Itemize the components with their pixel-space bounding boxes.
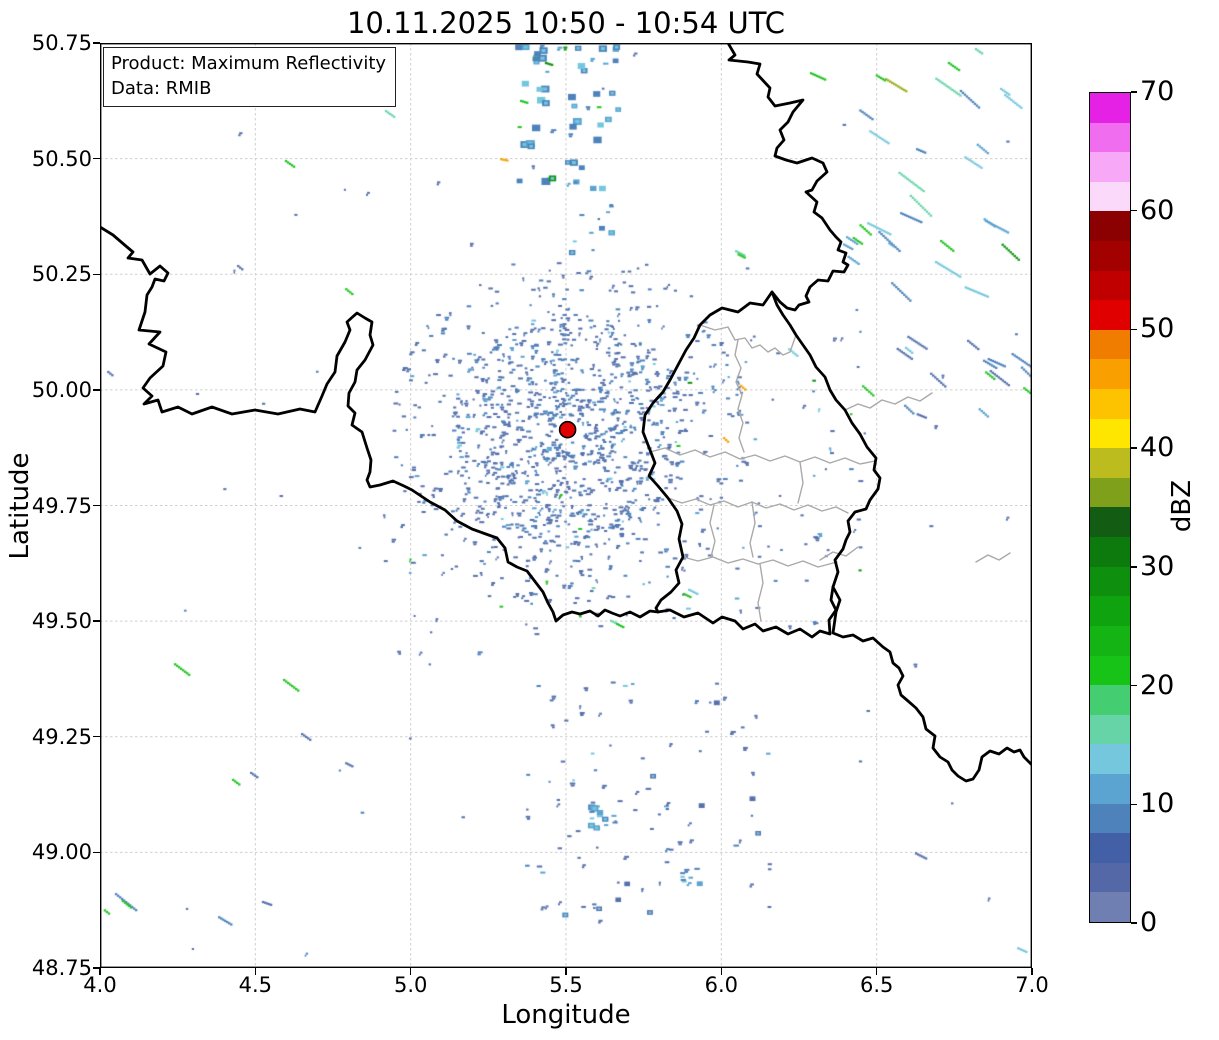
y-tick-mark	[93, 851, 100, 854]
district-borders	[649, 324, 1011, 622]
colorbar-tick-mark	[1131, 328, 1137, 331]
colorbar-segment	[1090, 773, 1130, 804]
colorbar-segment	[1090, 359, 1130, 390]
product-info-box: Product: Maximum Reflectivity Data: RMIB	[103, 47, 397, 107]
country-borders	[100, 43, 1032, 783]
x-tick-label: 6.5	[859, 973, 894, 997]
colorbar-tick-mark	[1131, 803, 1137, 805]
y-tick-label: 50.25	[31, 262, 92, 287]
x-tick-mark	[1031, 968, 1033, 975]
radar-echoes-layer	[100, 43, 1032, 968]
colorbar-segment	[1090, 803, 1130, 834]
colorbar	[1089, 92, 1131, 923]
x-tick-label: 4.0	[83, 973, 117, 997]
colorbar-segment	[1090, 211, 1130, 241]
x-tick-label: 5.5	[549, 973, 583, 997]
y-tick-mark	[93, 157, 100, 160]
product-info-line2: Data: RMIB	[111, 78, 212, 99]
colorbar-segment	[1090, 507, 1130, 538]
colorbar-tick-label: 60	[1140, 194, 1175, 226]
colorbar-segment	[1090, 92, 1130, 123]
colorbar-segment	[1090, 566, 1130, 597]
colorbar-segment	[1090, 181, 1130, 212]
y-tick-label: 50.00	[31, 377, 92, 402]
colorbar-segment	[1090, 655, 1130, 686]
y-tick-mark	[93, 504, 100, 507]
colorbar-segment	[1090, 152, 1130, 182]
colorbar-segment	[1090, 389, 1130, 419]
y-tick-label: 49.50	[31, 609, 92, 634]
x-tick-mark	[409, 968, 412, 975]
product-info-line1: Product: Maximum Reflectivity	[111, 53, 387, 74]
y-tick-label: 49.25	[31, 724, 92, 749]
y-tick-label: 49.00	[31, 840, 92, 865]
y-tick-label: 50.75	[31, 31, 92, 55]
colorbar-tick-label: 30	[1140, 550, 1175, 582]
colorbar-segment	[1090, 418, 1130, 449]
x-tick-label: 5.0	[393, 973, 428, 997]
x-tick-label: 7.0	[1015, 973, 1049, 997]
colorbar-segment	[1090, 300, 1130, 330]
colorbar-segment	[1090, 270, 1130, 301]
colorbar-segment	[1090, 537, 1130, 567]
colorbar-segment	[1090, 714, 1130, 745]
colorbar-segment	[1090, 448, 1130, 478]
colorbar-tick-mark	[1131, 566, 1137, 568]
x-tick-mark	[565, 968, 567, 975]
colorbar-segment	[1090, 833, 1130, 863]
y-tick-label: 49.75	[31, 493, 92, 518]
colorbar-segment	[1090, 122, 1130, 153]
y-tick-mark	[93, 389, 100, 391]
colorbar-segment	[1090, 596, 1130, 626]
figure-title: 10.11.2025 10:50 - 10:54 UTC	[346, 6, 786, 40]
y-tick-label: 48.75	[31, 956, 92, 980]
colorbar-segment	[1090, 329, 1130, 360]
y-tick-mark	[93, 42, 100, 44]
y-tick-mark	[93, 273, 100, 275]
y-tick-mark	[93, 967, 100, 969]
colorbar-tick-mark	[1131, 447, 1137, 449]
colorbar-tick-mark	[1131, 210, 1137, 212]
x-tick-mark	[720, 968, 723, 975]
x-tick-mark	[254, 968, 257, 975]
y-tick-label: 50.50	[31, 146, 92, 171]
colorbar-segment	[1090, 744, 1130, 774]
map-plot-area: Product: Maximum Reflectivity Data: RMIB	[100, 43, 1032, 968]
colorbar-tick-mark	[1131, 922, 1137, 924]
x-tick-label: 4.5	[238, 973, 273, 997]
colorbar-tick-label: 10	[1140, 788, 1175, 820]
colorbar-segment	[1090, 862, 1130, 893]
colorbar-segment	[1090, 892, 1130, 922]
colorbar-segment	[1090, 625, 1130, 656]
colorbar-tick-mark	[1131, 91, 1137, 93]
colorbar-segment	[1090, 240, 1130, 271]
map-borders-layer	[100, 43, 1032, 968]
colorbar-tick-label: 40	[1140, 432, 1175, 464]
y-tick-mark	[93, 620, 100, 622]
x-axis-label: Longitude	[501, 1000, 631, 1030]
colorbar-tick-label: 20	[1140, 669, 1175, 701]
radar-site-marker	[558, 420, 577, 439]
x-tick-mark	[875, 968, 878, 975]
colorbar-segment	[1090, 685, 1130, 715]
colorbar-tick-mark	[1131, 684, 1137, 687]
x-tick-mark	[99, 968, 101, 975]
colorbar-segment	[1090, 477, 1130, 508]
colorbar-tick-label: 50	[1140, 313, 1175, 345]
plot-frame	[100, 43, 1032, 968]
x-tick-label: 6.0	[704, 973, 739, 997]
y-tick-mark	[93, 736, 100, 738]
colorbar-tick-label: 0	[1140, 907, 1158, 938]
colorbar-tick-label: 70	[1140, 76, 1175, 107]
